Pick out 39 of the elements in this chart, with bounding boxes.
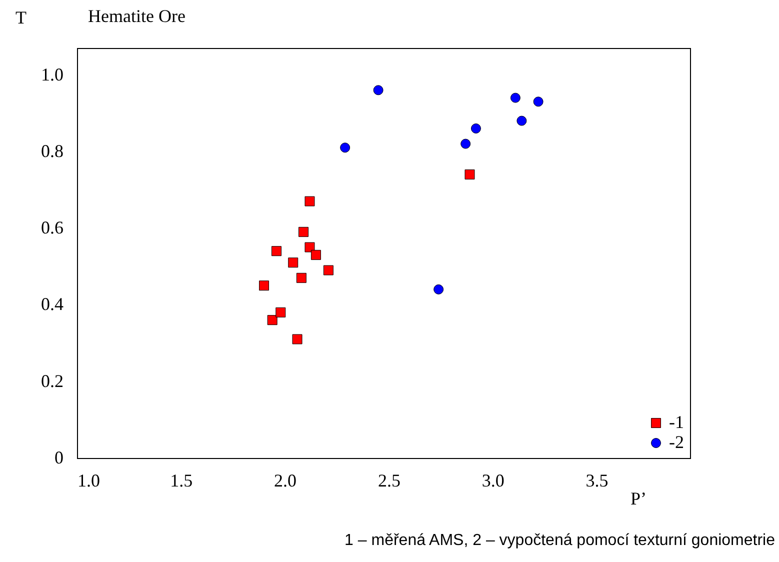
y-tick-label: 0.6 <box>41 218 64 238</box>
y-tick-label: 1.0 <box>41 64 64 84</box>
text: 1 – měřená AMS, 2 – vypočtená pomocí texturní goniometrie <box>344 532 775 550</box>
point <box>296 272 306 283</box>
point <box>464 169 475 180</box>
point <box>373 85 384 96</box>
x-tick-label: 2.5 <box>378 470 400 490</box>
point <box>470 123 481 134</box>
point <box>323 265 334 276</box>
x-tick-label: 1.0 <box>78 470 100 490</box>
x-axis-title: P’ <box>630 488 647 508</box>
point <box>533 96 544 107</box>
y-tick-label: 0.2 <box>41 370 64 391</box>
x-tick-label: 2.0 <box>274 470 297 490</box>
y-tick-label: 0 <box>54 448 64 468</box>
point <box>267 315 278 326</box>
x-tick-label: 3.0 <box>482 470 504 490</box>
point <box>510 92 520 103</box>
point <box>276 307 286 318</box>
point <box>460 138 471 149</box>
point <box>310 250 321 260</box>
legend-label: -1 <box>669 412 684 432</box>
point <box>340 142 350 153</box>
chart-title: Hematite Ore <box>88 6 186 27</box>
point <box>288 258 298 268</box>
point <box>292 334 302 344</box>
point <box>304 196 315 206</box>
point <box>516 116 527 126</box>
point <box>298 226 308 237</box>
x-tick-label: 3.5 <box>586 470 608 490</box>
point <box>304 242 315 252</box>
point <box>271 246 282 256</box>
point <box>434 284 444 294</box>
y-tick-label: 0.4 <box>41 294 64 314</box>
y-tick-label: 0.8 <box>41 140 64 161</box>
x-tick-label: 1.5 <box>170 470 193 490</box>
y-axis-title: T <box>16 8 26 28</box>
legend-label: -2 <box>669 432 684 452</box>
point <box>259 280 270 291</box>
